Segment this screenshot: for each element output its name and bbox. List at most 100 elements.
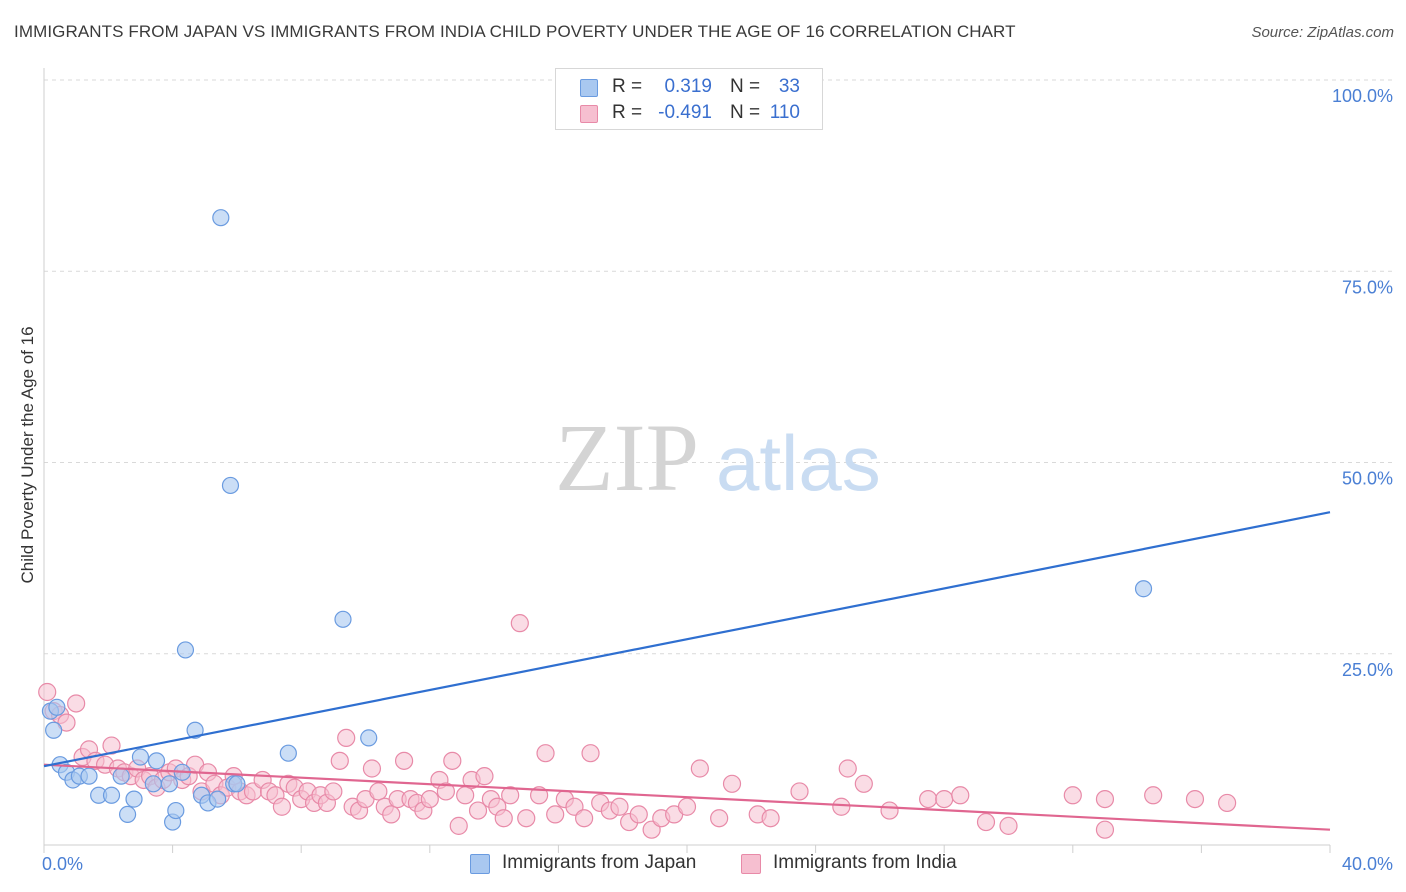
india-point[interactable] — [1095, 820, 1115, 839]
bottom-legend-label-japan: Immigrants from Japan — [502, 852, 697, 873]
india-point[interactable] — [456, 786, 475, 805]
series-india-points — [38, 614, 1237, 839]
japan-point[interactable] — [221, 476, 240, 495]
india-point[interactable] — [1144, 786, 1163, 805]
india-trend-line — [43, 763, 1331, 831]
japan-point[interactable] — [125, 790, 143, 808]
japan-point[interactable] — [102, 786, 121, 804]
japan-point[interactable] — [360, 729, 378, 747]
india-point[interactable] — [394, 751, 414, 770]
y-tick-label: 25.0% — [1342, 660, 1393, 680]
watermark: ZIP atlas — [555, 404, 881, 511]
india-point[interactable] — [677, 797, 697, 816]
india-point[interactable] — [1095, 789, 1115, 809]
india-point[interactable] — [1185, 789, 1205, 809]
india-point[interactable] — [999, 816, 1018, 835]
india-point[interactable] — [722, 774, 742, 793]
japan-point[interactable] — [176, 641, 195, 659]
japan-point[interactable] — [144, 775, 162, 793]
y-axis-label: Child Poverty Under the Age of 16 — [18, 326, 37, 583]
legend-row-india[interactable]: R = -0.491 N = 110 — [556, 101, 822, 127]
india-point[interactable] — [838, 759, 857, 778]
x-tick-label: 40.0% — [1342, 854, 1393, 874]
india-point[interactable] — [1063, 786, 1082, 805]
axis-layer: 100.0% 75.0% 50.0% 25.0% 0.0% 40.0% — [42, 68, 1393, 874]
legend-r-label: R = — [612, 76, 643, 97]
india-point[interactable] — [420, 789, 439, 809]
japan-point[interactable] — [48, 698, 66, 716]
legend-box: R = 0.319 N = 33 R = -0.491 N = 110 — [555, 68, 823, 130]
india-point[interactable] — [1218, 793, 1237, 813]
legend-r-value-japan: 0.319 — [664, 76, 712, 97]
india-point[interactable] — [854, 774, 873, 793]
bottom-legend-label-india: Immigrants from India — [773, 852, 957, 873]
india-point[interactable] — [369, 782, 388, 801]
japan-point[interactable] — [112, 767, 130, 785]
india-point[interactable] — [546, 805, 565, 824]
india-point[interactable] — [536, 744, 555, 763]
india-point[interactable] — [790, 782, 809, 801]
japan-point[interactable] — [131, 748, 150, 766]
india-point[interactable] — [761, 809, 780, 828]
india-point[interactable] — [494, 809, 513, 828]
legend-n-label: N = — [730, 76, 761, 97]
japan-point[interactable] — [1134, 580, 1153, 598]
y-tick-label: 75.0% — [1342, 277, 1393, 297]
india-point[interactable] — [710, 809, 729, 828]
japan-trend-line — [43, 511, 1331, 768]
india-point[interactable] — [919, 789, 938, 809]
legend-n-value-japan: 33 — [778, 76, 800, 97]
legend-row-japan[interactable]: R = 0.319 N = 33 — [556, 75, 822, 101]
india-point[interactable] — [501, 786, 520, 805]
india-point[interactable] — [832, 797, 851, 816]
legend-n-value-india: 110 — [769, 102, 800, 123]
japan-point[interactable] — [334, 610, 352, 628]
grid-layer — [44, 79, 1392, 655]
india-point[interactable] — [449, 816, 468, 835]
japan-point[interactable] — [212, 209, 230, 227]
india-point[interactable] — [935, 789, 954, 809]
japan-point[interactable] — [228, 775, 246, 793]
india-point[interactable] — [324, 782, 343, 801]
india-point[interactable] — [272, 797, 292, 816]
legend-n-label: N = — [730, 102, 761, 123]
y-tick-label: 100.0% — [1332, 86, 1393, 106]
india-point[interactable] — [337, 728, 356, 748]
india-point[interactable] — [575, 809, 594, 828]
legend-swatch-japan — [580, 79, 598, 97]
japan-point[interactable] — [279, 744, 297, 762]
india-point[interactable] — [443, 751, 462, 770]
india-point[interactable] — [880, 801, 899, 820]
india-point[interactable] — [951, 786, 970, 805]
india-point[interactable] — [690, 759, 709, 778]
india-point[interactable] — [362, 759, 382, 778]
japan-point[interactable] — [147, 752, 166, 770]
japan-point[interactable] — [160, 775, 178, 793]
india-point[interactable] — [976, 812, 996, 832]
japan-point[interactable] — [80, 767, 98, 785]
india-point[interactable] — [436, 782, 455, 801]
india-point[interactable] — [102, 736, 121, 755]
india-point[interactable] — [610, 797, 629, 816]
japan-point[interactable] — [118, 805, 137, 824]
india-point[interactable] — [330, 751, 349, 770]
india-point[interactable] — [38, 682, 57, 702]
india-point[interactable] — [510, 614, 529, 633]
watermark-atlas: atlas — [716, 419, 881, 507]
japan-point[interactable] — [167, 801, 185, 820]
japan-point[interactable] — [209, 790, 227, 808]
bottom-legend-swatch-japan — [470, 854, 490, 874]
japan-point[interactable] — [45, 721, 63, 739]
india-point[interactable] — [382, 805, 401, 824]
india-point[interactable] — [581, 744, 600, 763]
source-label[interactable]: Source: ZipAtlas.com — [1251, 24, 1394, 41]
legend-r-value-india: -0.491 — [658, 102, 712, 123]
india-point[interactable] — [475, 767, 494, 786]
india-point[interactable] — [629, 805, 648, 824]
india-point[interactable] — [57, 713, 76, 732]
india-point[interactable] — [468, 801, 488, 820]
japan-point[interactable] — [186, 721, 204, 739]
india-point[interactable] — [67, 694, 86, 713]
india-point[interactable] — [517, 809, 536, 828]
